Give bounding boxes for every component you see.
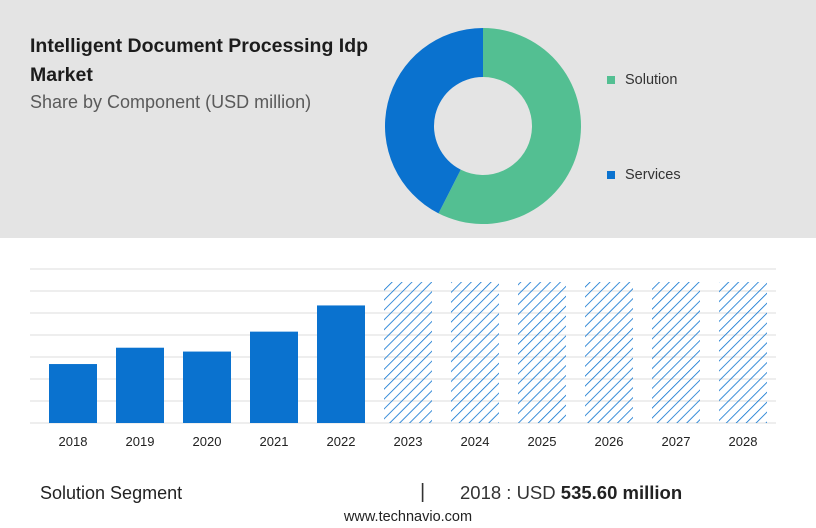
footer-year-label: 2018 : USD	[460, 482, 556, 503]
x-tick-label: 2023	[394, 434, 423, 449]
page-title: Intelligent Document Processing Idp Mark…	[30, 35, 369, 86]
x-tick-label: 2021	[260, 434, 289, 449]
donut-chart	[385, 28, 581, 224]
x-tick-label: 2019	[126, 434, 155, 449]
forecast-bar-2025	[518, 282, 566, 423]
footer-separator: |	[420, 481, 426, 503]
x-tick-label: 2026	[595, 434, 624, 449]
bar-2018	[49, 364, 97, 423]
legend-label-services: Services	[625, 167, 681, 183]
legend-swatch-services	[607, 171, 615, 179]
forecast-bar-2023	[384, 282, 432, 423]
donut-slice-solution	[438, 28, 581, 224]
legend-item-solution: Solution	[607, 72, 677, 88]
forecast-bar-2028	[719, 282, 767, 423]
x-tick-label: 2027	[662, 434, 691, 449]
x-tick-label: 2018	[59, 434, 88, 449]
bar-2022	[317, 305, 365, 423]
footer-segment-label: Solution Segment	[40, 483, 183, 503]
page-subtitle: Share by Component (USD million)	[30, 92, 312, 112]
bar-2020	[183, 351, 231, 423]
forecast-bar-2024	[451, 282, 499, 423]
source-link[interactable]: www.technavio.com	[343, 509, 473, 525]
legend-item-services: Services	[607, 167, 681, 183]
footer-amount: 535.60 million	[560, 482, 683, 503]
forecast-bar-2027	[652, 282, 700, 423]
legend-swatch-solution	[607, 76, 615, 84]
x-tick-label: 2022	[327, 434, 356, 449]
x-tick-label: 2024	[461, 434, 490, 449]
x-tick-label: 2028	[729, 434, 758, 449]
x-tick-label: 2025	[528, 434, 557, 449]
footer-value: 2018 : USD 535.60 million	[460, 482, 682, 504]
forecast-bar-2026	[585, 282, 633, 423]
bar-2021	[250, 331, 298, 423]
x-tick-label: 2020	[193, 434, 222, 449]
bar-chart: 2018 2019 2020 2021 2022 2023 2024 2025 2026 2027…	[30, 268, 776, 449]
donut-slice-services	[385, 28, 483, 214]
legend-label-solution: Solution	[625, 72, 678, 88]
bar-2019	[116, 347, 164, 423]
